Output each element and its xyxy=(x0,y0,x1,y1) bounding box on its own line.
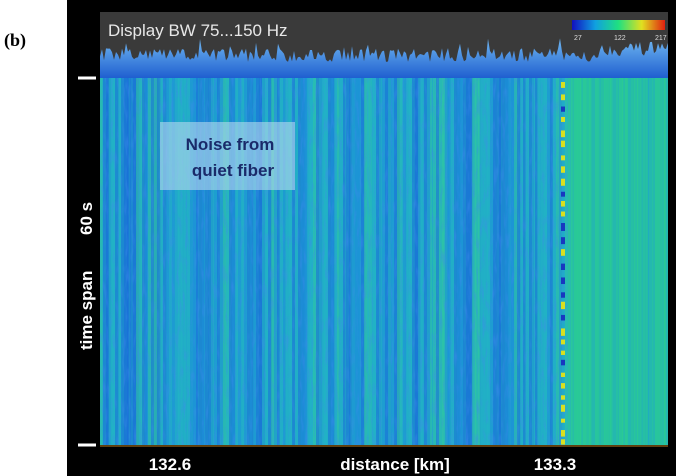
event-trace xyxy=(561,201,565,207)
event-trace xyxy=(561,328,565,335)
event-trace xyxy=(561,166,565,172)
event-trace xyxy=(561,237,565,244)
page: (b) Display BW 75...150 Hz 27 122 217 No… xyxy=(0,0,676,476)
waterfall-streak xyxy=(625,78,628,445)
event-trace xyxy=(561,192,565,197)
event-trace xyxy=(561,264,565,270)
waterfall-streak xyxy=(658,78,661,445)
waterfall-streak xyxy=(646,78,648,445)
event-trace xyxy=(561,430,565,437)
event-trace xyxy=(561,107,565,112)
event-trace xyxy=(561,395,565,399)
colorbar-tick: 27 xyxy=(574,35,582,42)
event-trace xyxy=(561,360,565,366)
waterfall-streak xyxy=(610,78,613,445)
event-trace xyxy=(561,383,565,388)
event-trace xyxy=(561,141,565,147)
waterfall-streak xyxy=(568,78,570,445)
x-axis-title: distance [km] xyxy=(340,455,450,474)
event-trace xyxy=(561,179,565,186)
figure-label: (b) xyxy=(4,30,26,51)
y-axis-value: 60 s xyxy=(77,202,96,235)
colorbar-tick: 217 xyxy=(655,35,667,42)
event-trace xyxy=(561,155,565,160)
event-trace xyxy=(561,94,565,100)
event-trace xyxy=(561,351,565,355)
y-axis-title: time span 60 s xyxy=(77,202,96,350)
colorbar xyxy=(572,20,665,30)
event-trace xyxy=(561,130,565,137)
waterfall-streak xyxy=(664,78,667,445)
figure: (b) Display BW 75...150 Hz 27 122 217 No… xyxy=(0,0,676,476)
event-trace xyxy=(561,211,565,216)
event-trace xyxy=(561,223,565,231)
event-trace xyxy=(561,249,565,256)
event-trace xyxy=(561,277,565,284)
event-trace xyxy=(561,439,565,444)
annotation-text: Noise from xyxy=(186,135,275,154)
event-trace xyxy=(561,302,565,309)
event-trace xyxy=(561,405,565,412)
event-trace xyxy=(561,373,565,377)
event-trace xyxy=(561,292,565,297)
event-trace xyxy=(561,419,565,423)
colorbar-tick: 122 xyxy=(614,35,626,42)
waterfall-streak xyxy=(589,78,591,445)
annotation-text: quiet fiber xyxy=(192,161,275,180)
x-tick-label: 132.6 xyxy=(149,455,192,474)
waterfall-streak xyxy=(643,78,646,445)
event-trace xyxy=(561,82,565,88)
event-trace xyxy=(561,340,565,345)
y-axis-label: time span xyxy=(77,271,96,350)
event-trace xyxy=(561,117,565,122)
x-tick-label: 133.3 xyxy=(534,455,577,474)
header-title: Display BW 75...150 Hz xyxy=(108,21,288,40)
event-trace xyxy=(561,315,565,321)
